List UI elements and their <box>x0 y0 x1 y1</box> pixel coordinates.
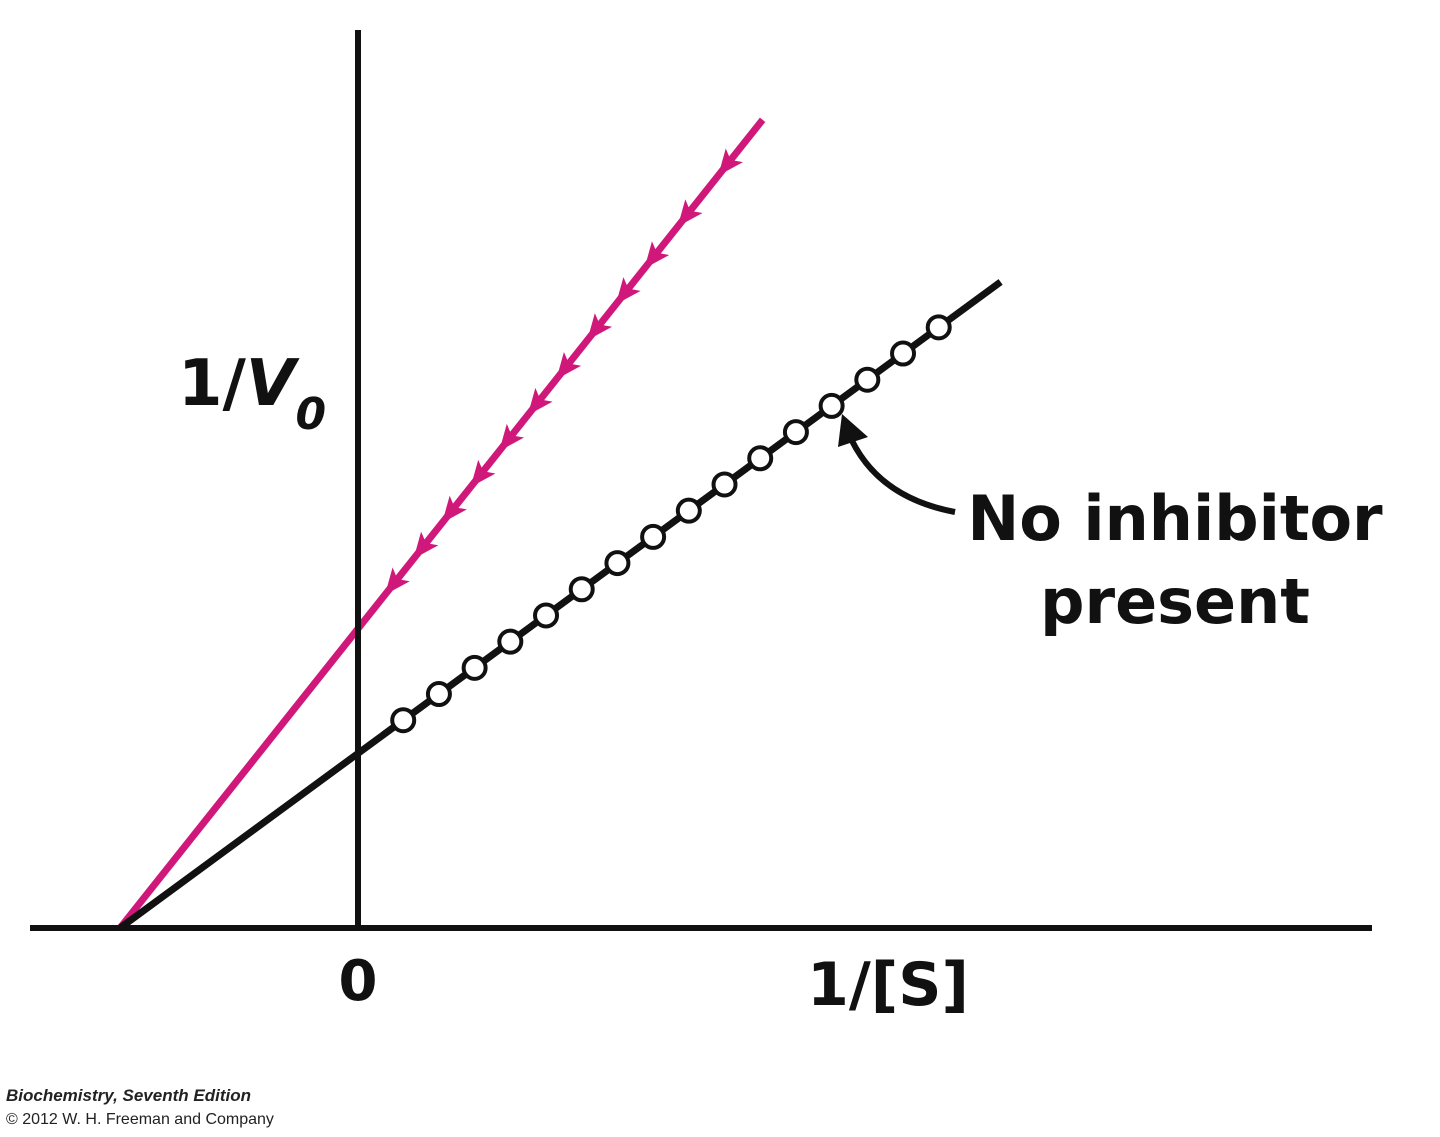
direction-arrow <box>470 459 496 487</box>
y-axis-label: 1/V0 <box>178 347 326 440</box>
direction-arrow <box>587 313 613 341</box>
annotation-arrowhead <box>838 414 868 447</box>
data-point <box>711 471 738 498</box>
data-point <box>675 497 702 524</box>
series-line-no-inhibitor <box>117 279 1003 931</box>
y-label-var: V <box>246 347 300 421</box>
y-label-sub: 0 <box>295 389 326 440</box>
annotation-label-line2: present <box>1040 565 1310 638</box>
data-point <box>890 340 917 367</box>
direction-arrow <box>556 352 582 380</box>
y-label-prefix: 1/ <box>178 347 247 421</box>
data-point <box>854 366 881 393</box>
data-point <box>747 445 774 472</box>
data-point <box>925 314 952 341</box>
direction-arrow <box>384 567 410 595</box>
data-point <box>640 523 667 550</box>
direction-arrow <box>644 241 670 269</box>
credit-book-title: Biochemistry, Seventh Edition <box>6 1086 251 1105</box>
credit-copyright: © 2012 W. H. Freeman and Company <box>6 1111 274 1128</box>
annotation-label-line1: No inhibitor <box>967 482 1383 555</box>
direction-arrow <box>677 199 703 227</box>
marker-layer <box>384 148 952 734</box>
data-point <box>461 654 488 681</box>
direction-arrow <box>527 387 553 416</box>
data-point <box>604 550 631 577</box>
data-point <box>390 707 417 734</box>
direction-arrow <box>718 148 743 176</box>
data-point <box>425 681 452 708</box>
data-point <box>497 628 524 655</box>
series-layer <box>117 117 1003 931</box>
direction-arrow <box>413 531 439 559</box>
annotation-arrow <box>845 430 956 515</box>
direction-arrow <box>615 277 641 305</box>
direction-arrow <box>442 495 467 523</box>
data-point <box>782 419 809 446</box>
data-point <box>568 576 595 603</box>
x-tick-label-zero: 0 <box>339 949 378 1014</box>
data-point <box>818 392 845 419</box>
x-axis-label: 1/[S] <box>807 950 969 1020</box>
direction-arrow <box>499 423 525 452</box>
data-point <box>533 602 560 629</box>
